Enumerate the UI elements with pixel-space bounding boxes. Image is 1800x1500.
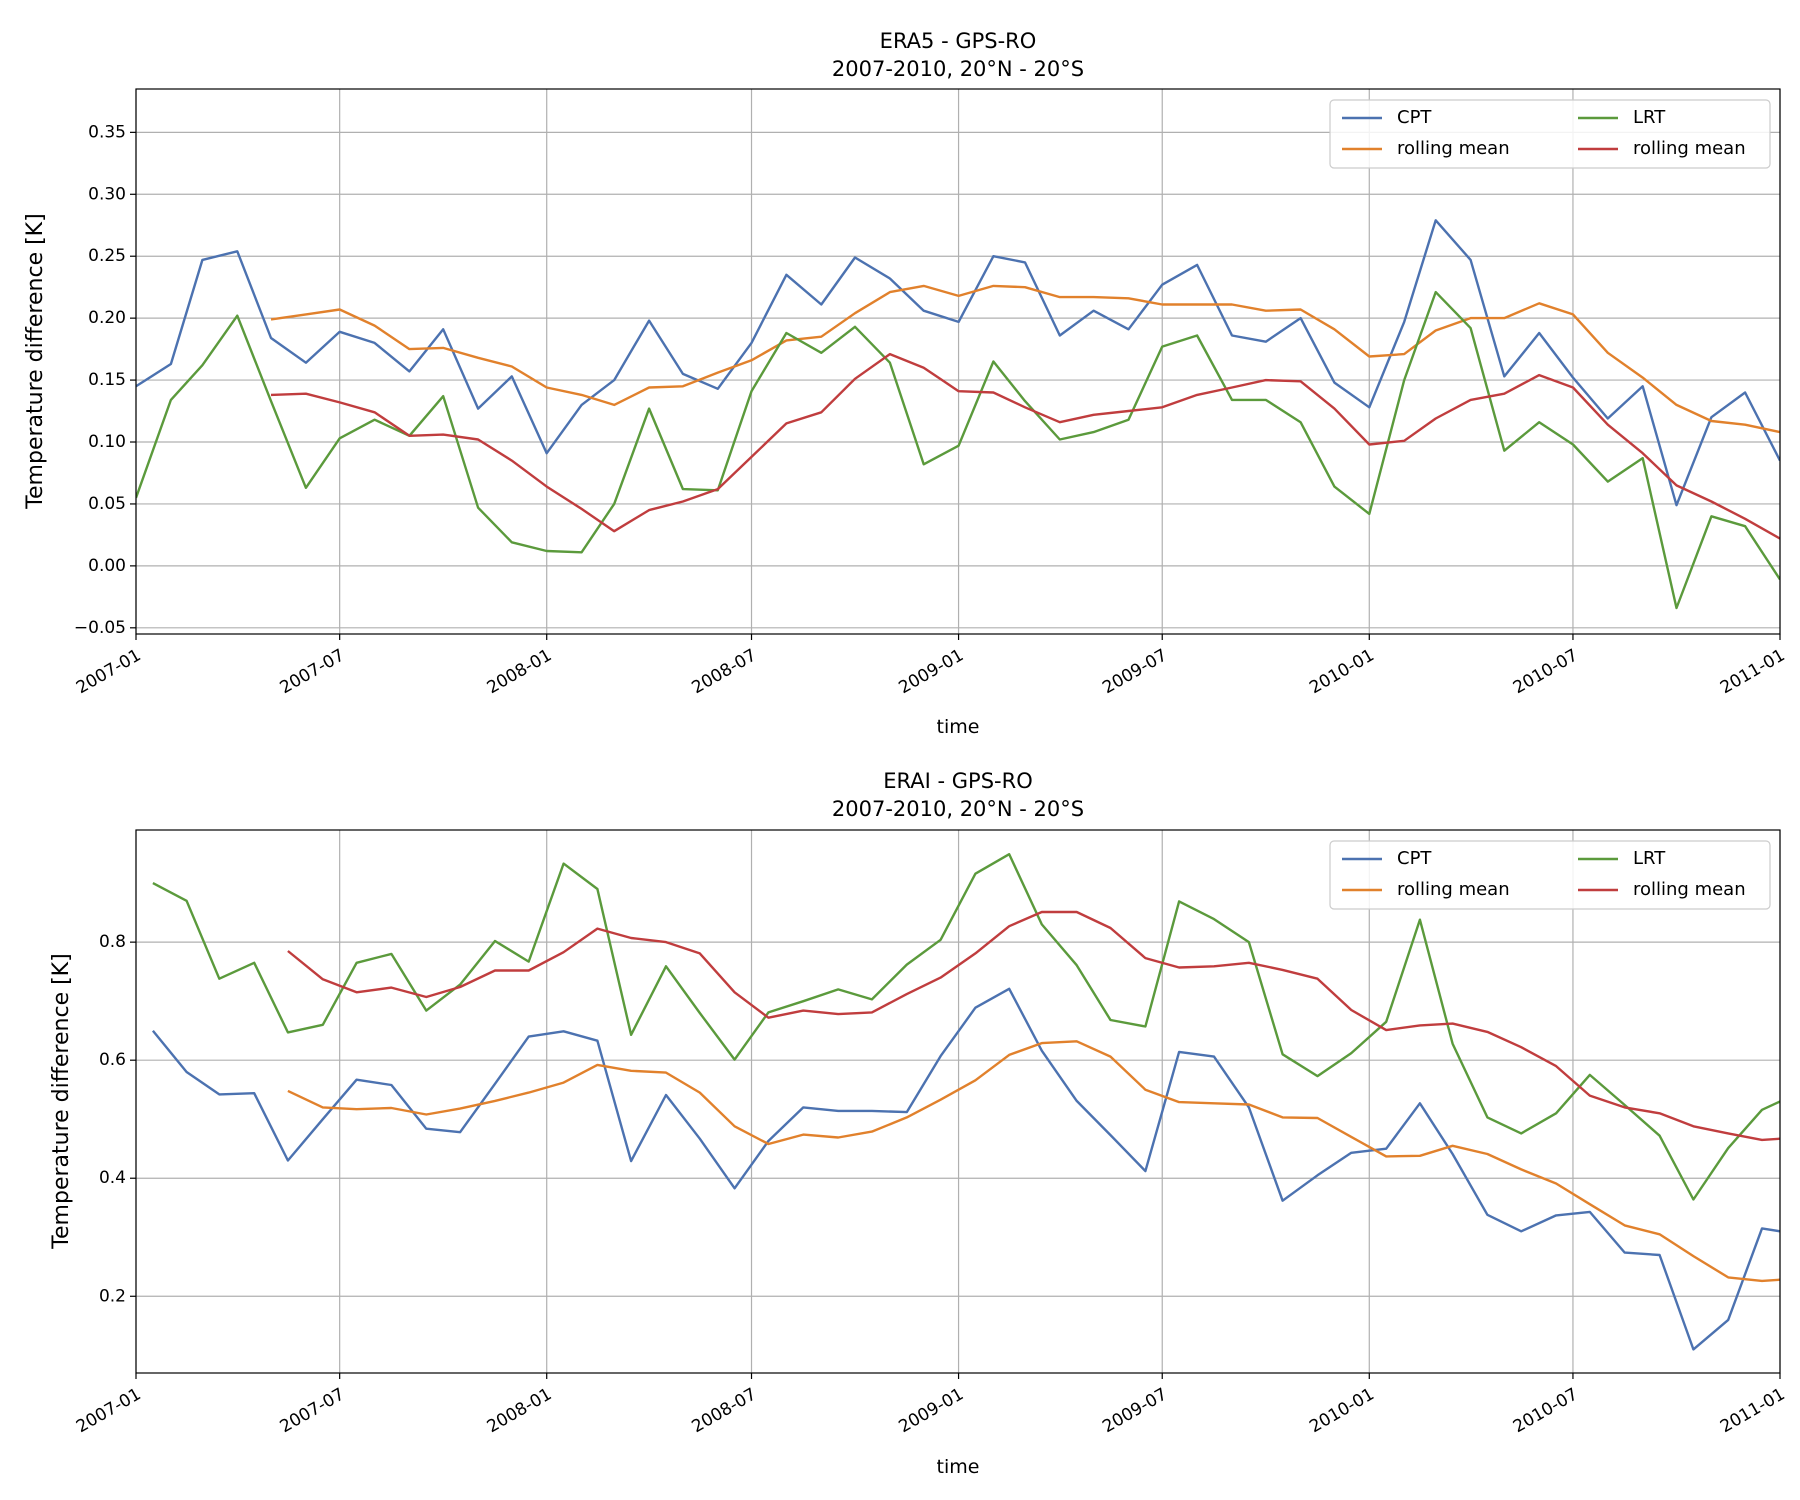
legend-label: CPT [1397, 107, 1432, 128]
chart-subtitle: 2007-2010, 20°N - 20°S [832, 57, 1084, 81]
y-tick-label: 0.10 [88, 432, 126, 452]
y-tick-label: 0.6 [99, 1050, 126, 1070]
y-axis-label: Temperature difference [K] [49, 953, 74, 1249]
y-tick-label: 0.4 [99, 1168, 126, 1188]
legend-item: LRT [1578, 848, 1666, 869]
series-line-2 [152, 853, 1780, 1201]
y-tick-label: 0.15 [88, 370, 126, 390]
series-line-0 [136, 219, 1780, 507]
legend-label: rolling mean [1397, 138, 1510, 159]
legend-label: rolling mean [1633, 138, 1746, 159]
y-ticks: −0.05 0.00 0.05 0.10 0.15 0.20 0.25 0.30 0.35 [74, 122, 136, 638]
legend-box [1329, 99, 1771, 169]
legend-item: CPT [1342, 107, 1432, 128]
x-axis-label: time [937, 1456, 980, 1478]
legend-box [1329, 840, 1771, 910]
y-tick-label: 0.25 [88, 246, 126, 266]
series-line-1 [287, 1040, 1780, 1283]
legend: CPT rolling mean LRT rolling mean [1329, 99, 1771, 169]
chart-subtitle: 2007-2010, 20°N - 20°S [832, 797, 1084, 821]
legend-label: LRT [1633, 848, 1666, 869]
legend-label: CPT [1397, 848, 1432, 869]
legend-label: LRT [1633, 107, 1666, 128]
x-axis-label: time [937, 716, 980, 738]
legend-item: rolling mean [1342, 879, 1510, 900]
y-tick-label: 0.05 [88, 494, 126, 514]
legend-item: rolling mean [1578, 879, 1746, 900]
y-tick-label: 0.2 [99, 1286, 126, 1306]
series-line-1 [270, 284, 1780, 434]
chart-title: ERA5 - GPS-RO [880, 29, 1037, 53]
legend-label: rolling mean [1633, 879, 1746, 900]
y-tick-label: 0.00 [88, 556, 126, 576]
y-tick-label: 0.8 [99, 932, 126, 952]
legend-item: rolling mean [1578, 138, 1746, 159]
y-tick-label: 0.20 [88, 308, 126, 328]
legend-item: rolling mean [1342, 138, 1510, 159]
series-lines [136, 219, 1780, 610]
y-tick-label: −0.05 [74, 618, 126, 638]
chart-title: ERAI - GPS-RO [883, 769, 1032, 793]
y-ticks: 0.2 0.4 0.6 0.8 [99, 932, 136, 1306]
y-axis-label: Temperature difference [K] [23, 213, 48, 509]
legend-item: LRT [1578, 107, 1666, 128]
series-line-3 [287, 910, 1780, 1142]
series-lines [151, 853, 1780, 1351]
series-line-3 [270, 352, 1780, 540]
legend: CPT rolling mean LRT rolling mean [1329, 840, 1771, 910]
series-line-0 [151, 987, 1780, 1351]
y-tick-label: 0.35 [88, 122, 126, 142]
legend-label: rolling mean [1397, 879, 1510, 900]
y-tick-label: 0.30 [88, 184, 126, 204]
legend-item: CPT [1342, 848, 1432, 869]
grid [135, 89, 1781, 634]
